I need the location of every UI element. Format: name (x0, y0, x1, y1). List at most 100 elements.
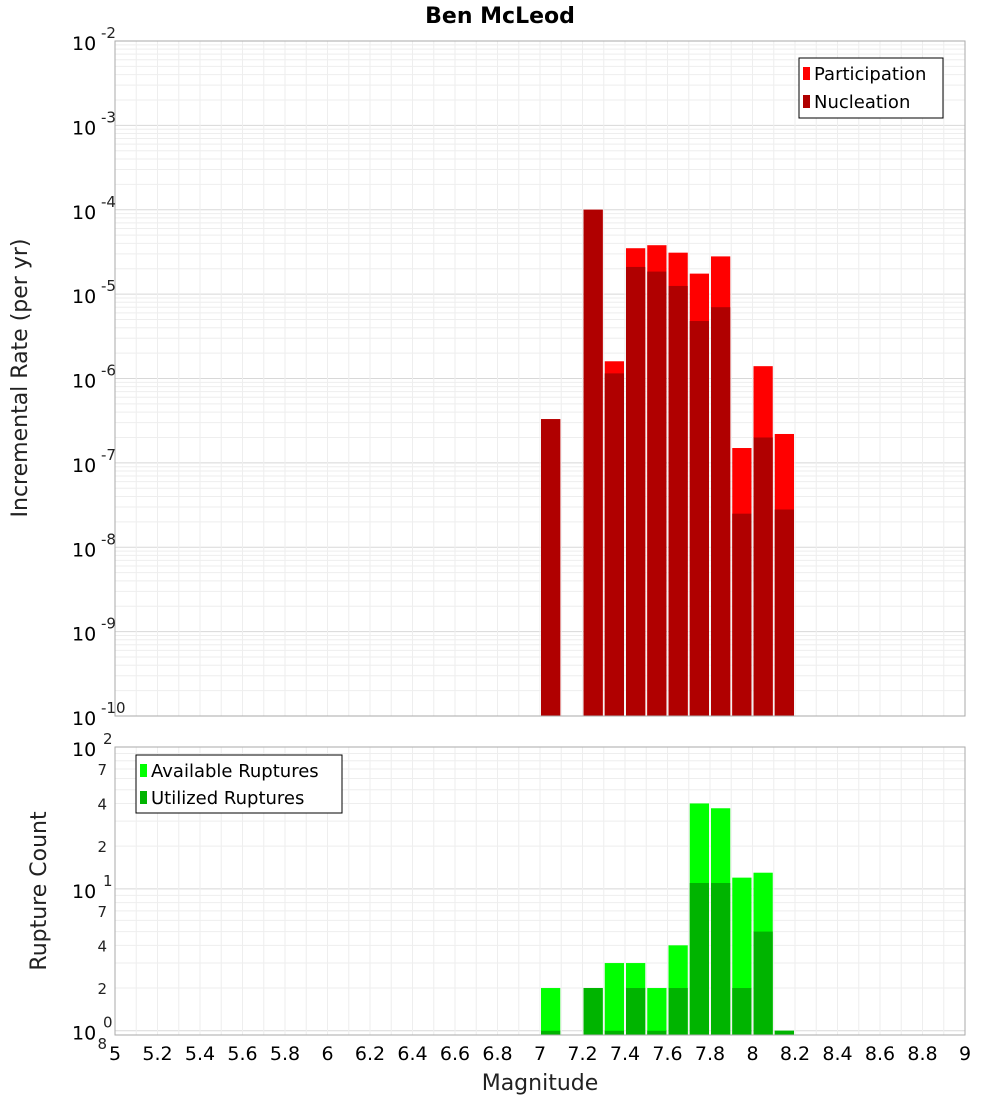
top-legend: Participation Nucleation (798, 57, 944, 119)
top-y-tick-label: 10 (72, 539, 96, 561)
top-y-tick-exponent: -10 (101, 699, 126, 717)
bottom-bar-utilized-ruptures (604, 1030, 624, 1035)
bottom-bar-utilized-ruptures (668, 988, 688, 1035)
top-y-tick-exponent: -2 (101, 24, 116, 42)
bottom-y-tick-label: 8 (97, 1035, 107, 1053)
bottom-y-tick-label: 4 (97, 937, 107, 955)
top-bar-nucleation (753, 437, 773, 716)
top-panel-y-ticks: 10 -2 10 -3 10 -4 10 -5 10 -6 10 -7 10 -8 10 -9 10 -10 (72, 24, 126, 730)
bottom-y-tick-label: 2 (97, 980, 107, 998)
bottom-y-tick-label: 7 (97, 761, 107, 779)
x-tick-label: 5.8 (270, 1043, 300, 1065)
bottom-bar-available-ruptures (604, 963, 624, 1035)
top-y-tick-exponent: -6 (101, 362, 116, 380)
legend-swatch-utilized-ruptures (140, 791, 147, 804)
top-legend-box (798, 57, 944, 119)
x-tick-label: 6.6 (440, 1043, 470, 1065)
bottom-y-tick-label: 4 (97, 795, 107, 813)
top-bar-nucleation (774, 509, 794, 716)
legend-label-utilized-ruptures: Utilized Ruptures (151, 788, 304, 809)
x-tick-label: 7.6 (652, 1043, 682, 1065)
bottom-panel-frame (114, 746, 966, 1036)
top-bar-nucleation (732, 513, 752, 716)
x-axis-ticks: 5 5.2 5.4 5.6 5.8 6 6.2 6.4 6.6 6.8 7 7.2 7.4 7.6 7.8 8… (109, 1043, 971, 1065)
top-bar-nucleation (541, 419, 561, 716)
x-tick-label: 5.2 (142, 1043, 172, 1065)
top-y-tick-exponent: -4 (101, 193, 116, 211)
top-bar-nucleation (604, 373, 624, 716)
bottom-panel-y-ticks: 10 2 7 4 2 10 1 7 4 2 10 0 8 (72, 730, 113, 1053)
bottom-y-tick-exponent: 1 (103, 872, 113, 890)
chart-title: Ben McLeod (425, 4, 575, 29)
bottom-bar-utilized-ruptures (711, 882, 731, 1035)
x-tick-label: 6.2 (355, 1043, 385, 1065)
x-tick-label: 6.4 (397, 1043, 427, 1065)
top-y-tick-label: 10 (72, 202, 96, 224)
x-tick-label: 5.6 (227, 1043, 257, 1065)
x-tick-label: 8.2 (780, 1043, 810, 1065)
top-y-tick-exponent: -9 (101, 615, 116, 633)
bottom-y-tick-label: 2 (97, 838, 107, 856)
bottom-bar-available-ruptures (541, 988, 561, 1035)
x-tick-label: 6 (321, 1043, 333, 1065)
x-tick-label: 7 (534, 1043, 546, 1065)
bottom-y-tick-label: 10 (72, 1023, 96, 1045)
bottom-y-tick-label: 7 (97, 903, 107, 921)
bottom-bar-utilized-ruptures (541, 1030, 561, 1035)
bottom-y-tick-exponent: 0 (103, 1014, 113, 1032)
bottom-bar-utilized-ruptures (732, 988, 752, 1035)
legend-label-nucleation: Nucleation (814, 92, 910, 113)
top-bar-nucleation (689, 321, 709, 716)
x-tick-label: 7.8 (695, 1043, 725, 1065)
top-bar-nucleation (626, 266, 646, 716)
legend-label-participation: Participation (814, 64, 926, 85)
x-tick-label: 9 (959, 1043, 971, 1065)
x-tick-label: 8.6 (865, 1043, 895, 1065)
top-y-tick-label: 10 (72, 33, 96, 55)
bottom-panel-bars (541, 803, 794, 1035)
top-y-tick-label: 10 (72, 117, 96, 139)
bottom-bar-available-ruptures (647, 988, 667, 1035)
top-panel-frame (114, 40, 966, 717)
bottom-y-tick-label: 10 (72, 739, 96, 761)
top-y-tick-label: 10 (72, 624, 96, 646)
legend-swatch-nucleation (803, 95, 810, 108)
top-y-tick-exponent: -5 (101, 277, 116, 295)
top-y-tick-exponent: -7 (101, 446, 116, 464)
top-y-tick-label: 10 (72, 708, 96, 730)
top-bar-nucleation (647, 271, 667, 716)
bottom-bar-utilized-ruptures (626, 988, 646, 1035)
legend-swatch-participation (803, 67, 810, 80)
top-y-tick-label: 10 (72, 455, 96, 477)
legend-label-available-ruptures: Available Ruptures (151, 761, 319, 782)
bottom-bar-utilized-ruptures (774, 1030, 794, 1035)
bottom-y-axis-title: Rupture Count (27, 811, 52, 971)
top-y-tick-label: 10 (72, 371, 96, 393)
x-tick-label: 8.4 (822, 1043, 852, 1065)
x-tick-label: 6.8 (482, 1043, 512, 1065)
bottom-legend: Available Ruptures Utilized Ruptures (135, 754, 343, 814)
top-bar-nucleation (668, 285, 688, 716)
top-bar-nucleation (583, 209, 603, 716)
top-y-tick-exponent: -3 (101, 108, 116, 126)
x-tick-label: 5.4 (185, 1043, 215, 1065)
x-tick-label: 8 (746, 1043, 758, 1065)
top-y-tick-exponent: -8 (101, 530, 116, 548)
x-tick-label: 7.4 (610, 1043, 640, 1065)
bottom-bar-utilized-ruptures (583, 988, 603, 1035)
x-tick-label: 5 (109, 1043, 121, 1065)
top-y-axis-title: Incremental Rate (per yr) (8, 239, 33, 518)
x-tick-label: 8.8 (907, 1043, 937, 1065)
bottom-legend-box (135, 754, 343, 814)
top-bar-nucleation (711, 307, 731, 716)
top-panel-grid (114, 41, 966, 717)
x-axis-title: Magnitude (482, 1071, 599, 1096)
bottom-bar-utilized-ruptures (689, 882, 709, 1035)
legend-swatch-available-ruptures (140, 764, 147, 777)
bottom-y-tick-label: 10 (72, 881, 96, 903)
top-y-tick-label: 10 (72, 286, 96, 308)
bottom-bar-utilized-ruptures (647, 1030, 667, 1035)
x-tick-label: 7.2 (567, 1043, 597, 1065)
top-panel-bars (541, 209, 794, 717)
